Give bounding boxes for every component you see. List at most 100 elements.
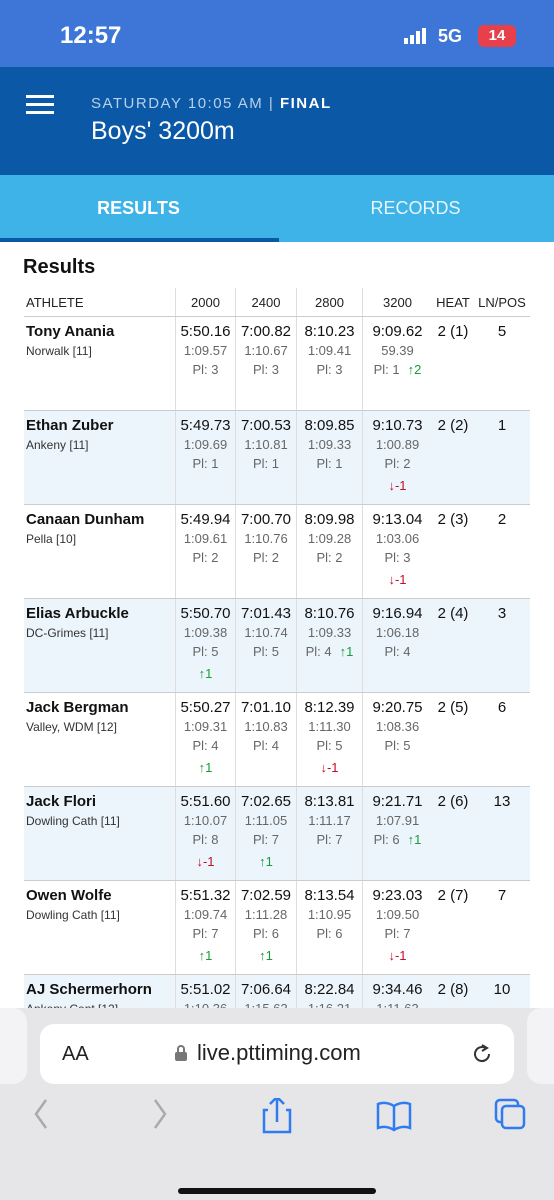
tab[interactable]: RESULTS: [97, 198, 180, 218]
split-cell: 8:13.54 1:10.95 Pl: 6: [296, 881, 362, 975]
result-row: Elias Arbuckle DC-Grimes [11] 5:50.70 1:09.…: [24, 598, 530, 693]
athlete-name: Tony Anania: [26, 323, 115, 340]
split-cell: 8:09.98 1:09.28 Pl: 2: [296, 505, 362, 599]
place-line: Pl: 1: [297, 456, 362, 476]
split-time: 8:10.76: [304, 605, 355, 622]
place-line: Pl: 5: [176, 644, 235, 664]
lane-position: 3: [497, 605, 507, 622]
forward-button[interactable]: [153, 1099, 167, 1129]
event-title: Boys' 3200m: [91, 117, 235, 145]
split-time: 5:50.27: [180, 699, 231, 716]
address-bar[interactable]: AA live.pttiming.com: [40, 1024, 514, 1084]
result-row: Owen Wolfe Dowling Cath [11] 5:51.32 1:09.7…: [24, 880, 530, 975]
place: Pl: 6: [373, 832, 400, 847]
split-time: 5:51.60: [180, 793, 231, 810]
place-change: ↓-1: [388, 478, 407, 493]
menu-button[interactable]: [26, 95, 54, 115]
results-table: ATHLETE 2000 2400 2800 3200 HEAT LN/POS Tony An…: [24, 288, 530, 1008]
split-time: 7:00.70: [240, 511, 292, 528]
athlete-name: Jack Flori: [26, 793, 97, 810]
split-time: 9:10.73: [372, 417, 423, 434]
lane-position: 1: [497, 417, 507, 434]
split-time: 8:10.23: [304, 323, 355, 340]
split-cell: 7:06.641:15.63Pl: 8: [235, 975, 296, 1008]
heat: 2 (8): [437, 981, 469, 998]
lock-icon: [175, 1045, 187, 1061]
lap-time: 1:00.89: [375, 437, 420, 452]
column-header: 3200: [362, 288, 432, 316]
split-cell: 7:02.59 1:11.28 Pl: 6 ↑1: [235, 881, 296, 975]
tab-edge: [527, 1008, 554, 1084]
lap-time: 1:10.07: [183, 813, 228, 828]
lap-time: 1:11.63: [363, 1001, 432, 1008]
split-cell: 5:49.73 1:09.69 Pl: 1: [175, 411, 235, 505]
tab-indicator: [0, 238, 279, 242]
place: Pl: 7: [192, 926, 219, 941]
split-cell: 5:51.60 1:10.07 Pl: 8 ↓-1: [175, 787, 235, 881]
split-time: 5:49.73: [180, 417, 231, 434]
place-line: Pl: 1 ↑2: [363, 362, 432, 382]
split-time: 9:21.71: [372, 793, 423, 810]
signal-icon: [404, 28, 426, 44]
lap-time: 1:09.31: [183, 719, 228, 734]
lap-time: 1:10.36: [176, 1001, 235, 1008]
status-bar: 12:57 5G 14: [0, 0, 554, 67]
split-cell: 5:50.16 1:09.57 Pl: 3: [175, 317, 235, 411]
place: Pl: 7: [384, 926, 411, 941]
place: Pl: 5: [252, 644, 279, 659]
place-line: Pl: 7: [176, 926, 235, 946]
text-size-button[interactable]: AA: [62, 1043, 89, 1065]
split-cell: 9:09.62 59.39 Pl: 1 ↑2: [362, 317, 432, 411]
athlete-name: Owen Wolfe: [26, 887, 112, 904]
place-line: Pl: 5: [363, 738, 432, 758]
place: Pl: 2: [192, 550, 219, 565]
place-line: Pl: 5: [297, 738, 362, 758]
place-line: Pl: 6 ↑1: [363, 832, 432, 852]
heat: 2 (7): [437, 887, 469, 904]
place-line: Pl: 6: [236, 926, 296, 946]
bookmarks-button[interactable]: [376, 1101, 412, 1132]
split-cell: 9:16.94 1:06.18 Pl: 4: [362, 599, 432, 693]
athlete-name: Canaan Dunham: [26, 511, 145, 528]
athlete-cell: Jack Flori Dowling Cath [11]: [24, 787, 175, 881]
lap-time: 1:09.61: [183, 531, 228, 546]
athlete-cell: AJ Schermerhorn Ankeny Cent [12]: [24, 975, 175, 1008]
place-line: Pl: 2: [236, 550, 296, 570]
split-cell: 5:50.70 1:09.38 Pl: 5 ↑1: [175, 599, 235, 693]
place-change: ↓-1: [388, 572, 407, 587]
split-time: 9:09.62: [372, 323, 423, 340]
tab[interactable]: RECORDS: [370, 198, 461, 218]
athlete-cell: Ethan Zuber Ankeny [11]: [24, 411, 175, 505]
share-button[interactable]: [262, 1098, 292, 1134]
split-cell: 7:00.70 1:10.76 Pl: 2: [235, 505, 296, 599]
lap-time: 1:11.17: [308, 813, 351, 828]
place-line: Pl: 3: [236, 362, 296, 382]
split-time: 8:09.98: [304, 511, 355, 528]
result-row: AJ Schermerhorn Ankeny Cent [12] 5:51.02 1:…: [24, 974, 530, 1008]
reload-button[interactable]: [470, 1042, 494, 1066]
place-line: Pl: 4: [236, 738, 296, 758]
network: 5G: [438, 26, 463, 46]
place-change: ↑1: [339, 644, 354, 659]
lap-time: 1:07.91: [375, 813, 420, 828]
place: Pl: 6: [316, 926, 343, 941]
place-line: Pl: 1: [176, 456, 235, 476]
split-cell: 8:10.76 1:09.33 Pl: 4 ↑1: [296, 599, 362, 693]
split-time: 5:50.70: [180, 605, 231, 622]
place-line: Pl: 8: [176, 832, 235, 852]
app-header: SATURDAY 10:05 AM | FINAL Boys' 3200m: [0, 67, 554, 175]
column-header: LN/POS: [478, 294, 526, 310]
lap-time: 1:09.57: [183, 343, 228, 358]
split-time: 5:51.02: [180, 981, 231, 998]
lap-time: 1:16.21: [297, 1001, 362, 1008]
toolbar: [34, 1098, 526, 1194]
split-cell: 5:51.32 1:09.74 Pl: 7 ↑1: [175, 881, 235, 975]
tabs-button[interactable]: [494, 1098, 526, 1130]
place: Pl: 3: [252, 362, 279, 377]
column-header: 2800: [296, 288, 362, 316]
back-button[interactable]: [34, 1099, 48, 1129]
place-change: ↑1: [259, 948, 273, 963]
split-time: 7:01.10: [240, 699, 292, 716]
lap-time: 1:08.36: [375, 719, 420, 734]
